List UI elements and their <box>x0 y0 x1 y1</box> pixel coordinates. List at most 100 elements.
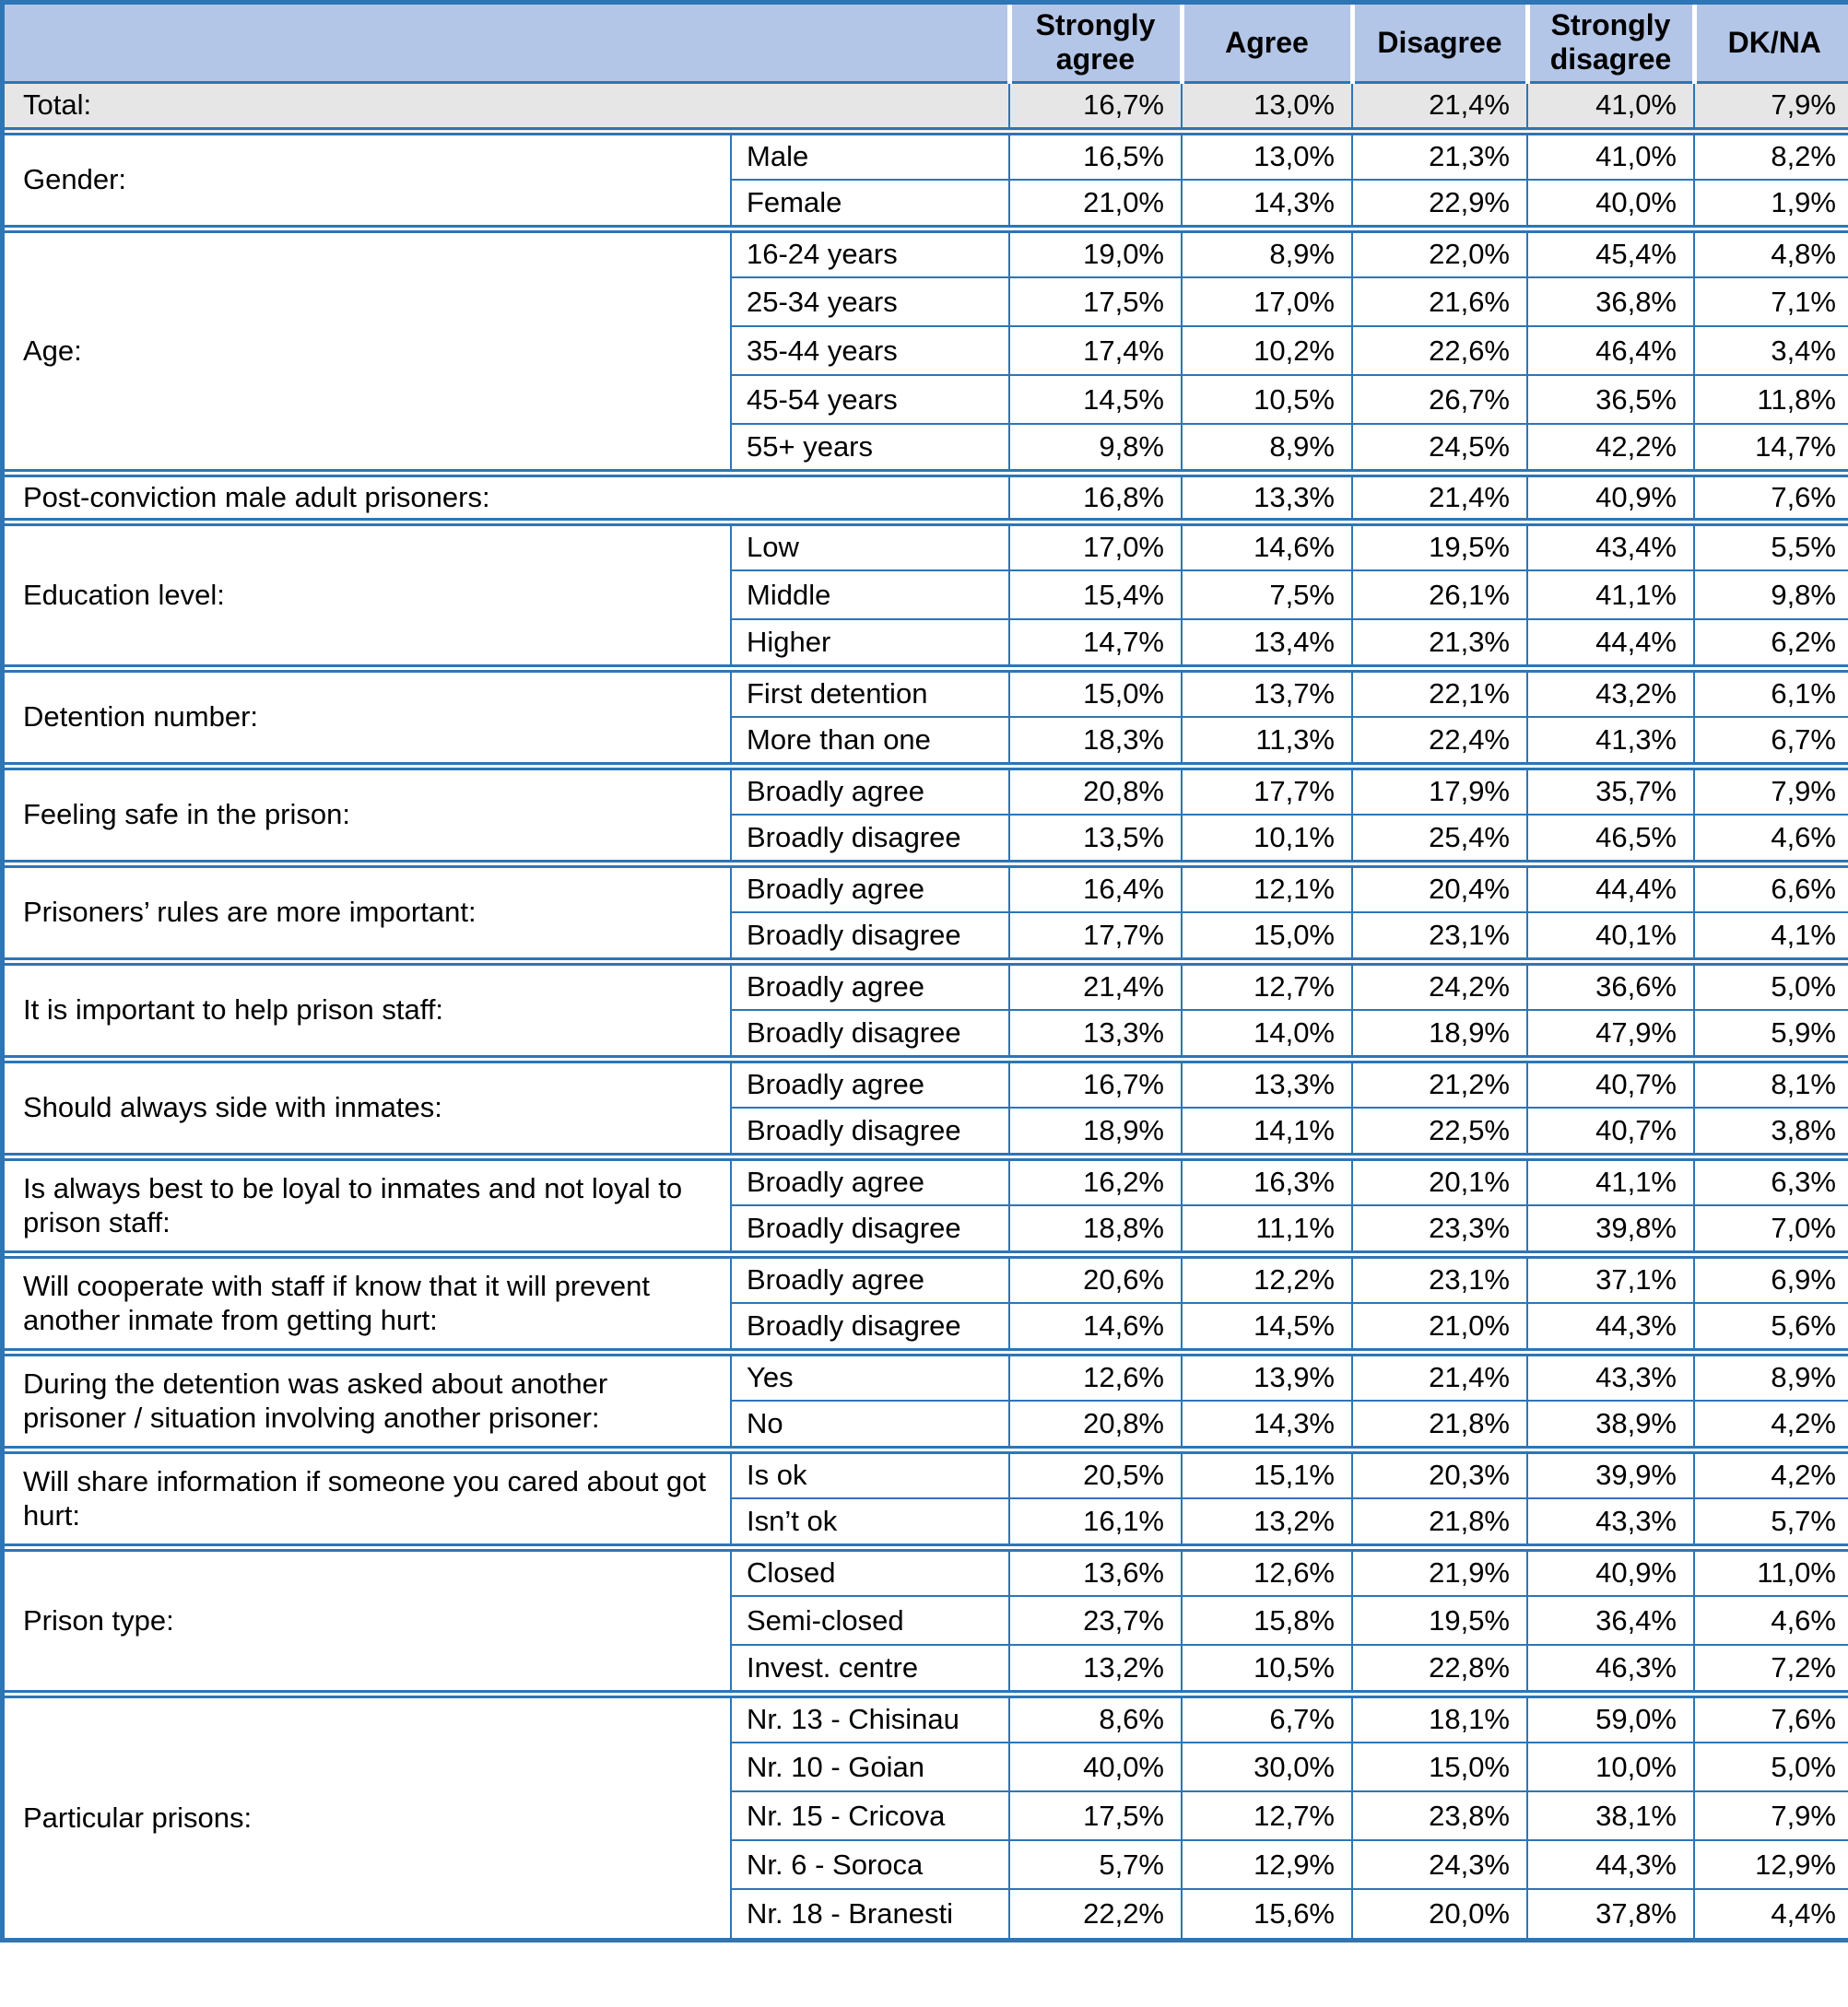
value-cell: 16,3% <box>1182 1152 1353 1205</box>
value-cell: 14,7% <box>1694 423 1848 473</box>
value-cell: 15,0% <box>1182 911 1353 961</box>
table-header: Strongly agree Agree Disagree Strongly disa… <box>5 5 1848 84</box>
value-cell: 7,6% <box>1694 468 1848 522</box>
value-cell: 1,9% <box>1694 179 1848 229</box>
table-body: Total: 16,7% 13,0% 21,4% 41,0% 7,9% Gender: Mal… <box>5 82 1848 1938</box>
value-cell: 44,3% <box>1527 1302 1695 1352</box>
value-cell: 30,0% <box>1182 1742 1353 1791</box>
sub-label: Invest. centre <box>731 1644 1010 1694</box>
value-cell: 17,7% <box>1009 911 1183 961</box>
value-cell: 5,5% <box>1694 517 1848 570</box>
value-cell: 17,5% <box>1009 276 1183 326</box>
table-row: Should always side with inmates: Broadly … <box>5 1054 1848 1156</box>
value-cell: 43,2% <box>1527 663 1695 717</box>
table-row: Broadly disagree 14,6% 14,5% 21,0% 44,3% 5,6% <box>5 1302 1848 1352</box>
value-cell: 13,3% <box>1182 1054 1353 1108</box>
sub-label: Broadly disagree <box>731 1107 1010 1156</box>
value-cell: 23,3% <box>1352 1204 1528 1254</box>
value-cell: 21,4% <box>1352 1347 1528 1401</box>
value-cell: 6,7% <box>1694 716 1848 766</box>
value-cell: 6,3% <box>1694 1152 1848 1205</box>
sub-label: 45-54 years <box>731 374 1010 424</box>
value-cell: 22,8% <box>1352 1644 1528 1694</box>
value-cell: 44,3% <box>1527 1839 1695 1889</box>
value-cell: 7,9% <box>1694 761 1848 815</box>
value-cell: 47,9% <box>1527 1009 1695 1059</box>
value-cell: 38,9% <box>1527 1400 1695 1450</box>
value-cell: 36,5% <box>1527 374 1695 424</box>
value-cell: 16,2% <box>1009 1152 1183 1205</box>
table-row: 25-34 years 17,5% 17,0% 21,6% 36,8% 7,1% <box>5 276 1848 326</box>
group-label: Education level: <box>5 517 732 668</box>
value-cell: 14,0% <box>1182 1009 1353 1059</box>
value-cell: 15,6% <box>1182 1888 1353 1938</box>
value-cell: 20,8% <box>1009 1400 1183 1450</box>
table-row: Prison type: Closed 13,6% 12,6% 21,9% 40,9% 11… <box>5 1543 1848 1694</box>
value-cell: 40,9% <box>1527 468 1695 522</box>
survey-table-container: Strongly agree Agree Disagree Strongly disa… <box>0 0 1848 1942</box>
sub-label: 55+ years <box>731 423 1010 473</box>
value-cell: 22,6% <box>1352 325 1528 375</box>
value-cell: 45,4% <box>1527 224 1695 277</box>
column-header-dk-na: DK/NA <box>1691 5 1848 84</box>
sub-label: Broadly disagree <box>731 1009 1010 1059</box>
value-cell: 37,8% <box>1527 1888 1695 1938</box>
value-cell: 24,2% <box>1352 957 1528 1010</box>
value-cell: 8,9% <box>1182 423 1353 473</box>
value-cell: 17,0% <box>1009 517 1183 570</box>
value-cell: 5,7% <box>1694 1497 1848 1547</box>
value-cell: 16,7% <box>1009 1054 1183 1108</box>
value-cell: 5,0% <box>1694 1742 1848 1791</box>
value-cell: 20,0% <box>1352 1888 1528 1938</box>
value-cell: 38,1% <box>1527 1790 1695 1840</box>
sub-label: Broadly agree <box>731 957 1010 1010</box>
value-cell: 22,4% <box>1352 716 1528 766</box>
value-cell: 23,7% <box>1009 1595 1183 1645</box>
value-cell: 36,8% <box>1527 276 1695 326</box>
value-cell: 40,9% <box>1527 1543 1695 1596</box>
value-cell: 16,7% <box>1009 82 1183 131</box>
value-cell: 25,4% <box>1352 814 1528 863</box>
value-cell: 13,4% <box>1182 618 1353 668</box>
value-cell: 6,2% <box>1694 618 1848 668</box>
table-row: 55+ years 9,8% 8,9% 24,5% 42,2% 14,7% <box>5 423 1848 473</box>
value-cell: 14,6% <box>1009 1302 1183 1352</box>
table-row: Invest. centre 13,2% 10,5% 22,8% 46,3% 7,2% <box>5 1644 1848 1694</box>
value-cell: 21,0% <box>1352 1302 1528 1352</box>
value-cell: 40,0% <box>1009 1742 1183 1791</box>
value-cell: 10,5% <box>1182 374 1353 424</box>
value-cell: 17,5% <box>1009 1790 1183 1840</box>
value-cell: 21,4% <box>1352 82 1528 131</box>
value-cell: 13,7% <box>1182 663 1353 717</box>
sub-label: Male <box>731 126 1010 180</box>
group-label: Total: <box>5 82 1010 131</box>
value-cell: 9,8% <box>1009 423 1183 473</box>
sub-label: Broadly disagree <box>731 1302 1010 1352</box>
value-cell: 59,0% <box>1527 1689 1695 1743</box>
value-cell: 16,1% <box>1009 1497 1183 1547</box>
sub-label: 16-24 years <box>731 224 1010 277</box>
value-cell: 41,0% <box>1527 126 1695 180</box>
value-cell: 12,2% <box>1182 1250 1353 1303</box>
value-cell: 40,1% <box>1527 911 1695 961</box>
value-cell: 46,3% <box>1527 1644 1695 1694</box>
value-cell: 14,3% <box>1182 1400 1353 1450</box>
value-cell: 42,2% <box>1527 423 1695 473</box>
value-cell: 7,1% <box>1694 276 1848 326</box>
sub-label: Semi-closed <box>731 1595 1010 1645</box>
group-label: Detention number: <box>5 663 732 766</box>
value-cell: 23,1% <box>1352 911 1528 961</box>
table-row: Education level: Low 17,0% 14,6% 19,5% 43,4% 5… <box>5 517 1848 668</box>
value-cell: 13,6% <box>1009 1543 1183 1596</box>
value-cell: 43,4% <box>1527 517 1695 570</box>
sub-label: Nr. 15 - Cricova <box>731 1790 1010 1840</box>
value-cell: 6,9% <box>1694 1250 1848 1303</box>
survey-results-table: Strongly agree Agree Disagree Strongly disa… <box>5 5 1848 1938</box>
group-label: Post-conviction male adult prisoners: <box>5 468 1010 522</box>
value-cell: 10,5% <box>1182 1644 1353 1694</box>
value-cell: 13,0% <box>1182 126 1353 180</box>
value-cell: 3,8% <box>1694 1107 1848 1156</box>
sub-label: Broadly agree <box>731 859 1010 912</box>
value-cell: 22,2% <box>1009 1888 1183 1938</box>
group-label: Prison type: <box>5 1543 732 1694</box>
